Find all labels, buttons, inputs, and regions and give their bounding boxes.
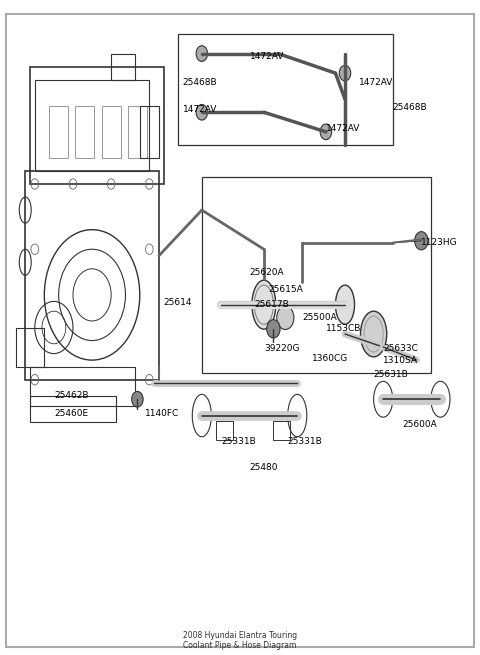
- Text: 1472AV: 1472AV: [360, 79, 394, 87]
- Text: 25620A: 25620A: [250, 267, 284, 276]
- Circle shape: [267, 320, 280, 338]
- Bar: [216, 421, 233, 440]
- Text: 1310SA: 1310SA: [383, 356, 418, 365]
- Text: 1472AV: 1472AV: [326, 124, 360, 133]
- Bar: [178, 34, 393, 145]
- Text: 25468B: 25468B: [393, 103, 427, 111]
- Text: 1153CB: 1153CB: [326, 324, 361, 333]
- Bar: [16, 328, 44, 367]
- Bar: [30, 67, 164, 184]
- Text: 25633C: 25633C: [383, 344, 418, 353]
- Text: 25460E: 25460E: [54, 409, 88, 418]
- Circle shape: [339, 66, 351, 81]
- Ellipse shape: [360, 311, 387, 357]
- Circle shape: [196, 104, 207, 120]
- Bar: [75, 105, 95, 158]
- Bar: [35, 80, 149, 171]
- Text: 25617B: 25617B: [254, 300, 289, 309]
- Circle shape: [277, 306, 294, 329]
- Bar: [49, 105, 68, 158]
- Circle shape: [132, 392, 143, 407]
- Text: 25468B: 25468B: [183, 79, 217, 87]
- Text: 25480: 25480: [250, 463, 278, 472]
- Text: 25331B: 25331B: [288, 437, 323, 446]
- Text: 25331B: 25331B: [221, 437, 256, 446]
- Text: 1472AV: 1472AV: [183, 105, 217, 113]
- Text: 25462B: 25462B: [54, 392, 88, 400]
- Ellipse shape: [252, 280, 276, 329]
- Bar: [25, 171, 159, 380]
- Circle shape: [415, 232, 428, 250]
- Bar: [202, 178, 431, 373]
- Text: 1360CG: 1360CG: [312, 354, 348, 364]
- Bar: [111, 54, 135, 80]
- Text: 25500A: 25500A: [302, 313, 337, 322]
- Bar: [128, 105, 147, 158]
- Text: 2008 Hyundai Elantra Touring
Coolant Pipe & Hose Diagram: 2008 Hyundai Elantra Touring Coolant Pip…: [183, 631, 297, 650]
- Bar: [102, 105, 120, 158]
- Bar: [30, 396, 116, 422]
- Ellipse shape: [336, 285, 355, 324]
- Circle shape: [320, 124, 332, 140]
- Bar: [140, 105, 159, 158]
- Text: 39220G: 39220G: [264, 344, 300, 353]
- Bar: [274, 421, 290, 440]
- Bar: [30, 367, 135, 405]
- Text: 1472AV: 1472AV: [250, 52, 284, 62]
- Text: 1140FC: 1140FC: [144, 409, 179, 418]
- Text: 25614: 25614: [164, 298, 192, 307]
- Text: 1123HG: 1123HG: [421, 238, 458, 247]
- Text: 25631B: 25631B: [373, 370, 408, 379]
- Text: 25600A: 25600A: [402, 420, 437, 428]
- Circle shape: [196, 46, 207, 62]
- Text: 25615A: 25615A: [269, 285, 303, 294]
